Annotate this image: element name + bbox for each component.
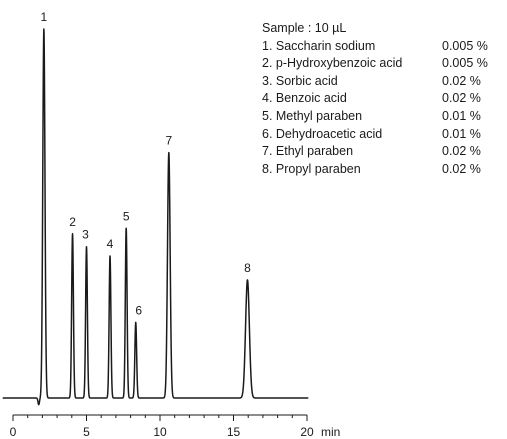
legend-entry-name: 5. Methyl paraben [262, 108, 363, 123]
legend-entry-concentration: 0.005 % [442, 56, 488, 71]
legend-entry-name: 3. Sorbic acid [262, 73, 338, 88]
legend: Sample : 10 µL 1. Saccharin sodium 0.005 … [262, 20, 488, 178]
legend-entry-name: 7. Ethyl paraben [262, 144, 354, 159]
legend-entry: 2. p-Hydroxybenzoic acid 0.005 % [262, 55, 488, 73]
legend-entry-name: 4. Benzoic acid [262, 91, 347, 106]
legend-entry: 8. Propyl paraben 0.02 % [262, 161, 488, 179]
x-tick-label: 20 [300, 425, 314, 439]
x-tick-label: 5 [83, 425, 90, 439]
x-axis-ticks: 0 5 10 15 20 [10, 415, 314, 439]
legend-rows: 1. Saccharin sodium 0.005 % 2. p-Hydroxybe… [262, 38, 488, 179]
legend-entry-concentration: 0.02 % [442, 161, 481, 176]
legend-entry: 5. Methyl paraben 0.01 % [262, 108, 488, 126]
peak-label-5: 5 [123, 209, 130, 223]
peak-label-8: 8 [244, 261, 251, 275]
peak-label-3: 3 [82, 228, 89, 242]
legend-entry: 7. Ethyl paraben 0.02 % [262, 143, 488, 161]
x-axis-unit-label: min [321, 425, 340, 439]
legend-entry-concentration: 0.02 % [442, 73, 481, 88]
sample-label: Sample : 10 µL [262, 21, 347, 35]
peak-label-6: 6 [135, 303, 142, 317]
legend-entry-name: 2. p-Hydroxybenzoic acid [262, 56, 403, 71]
peak-label-4: 4 [107, 237, 114, 251]
legend-entry-concentration: 0.02 % [442, 144, 481, 159]
legend-entry: 3. Sorbic acid 0.02 % [262, 73, 488, 91]
x-tick-label: 0 [10, 425, 17, 439]
legend-entry-name: 8. Propyl paraben [262, 161, 361, 176]
peak-label-7: 7 [165, 134, 172, 148]
legend-entry-concentration: 0.005 % [442, 38, 488, 53]
legend-entry-name: 6. Dehydroacetic acid [262, 126, 383, 141]
legend-entry: 6. Dehydroacetic acid 0.01 % [262, 126, 488, 144]
legend-entry-concentration: 0.01 % [442, 126, 481, 141]
chromatogram-trace [2, 28, 309, 406]
peak-label-2: 2 [69, 215, 76, 229]
legend-entry-concentration: 0.02 % [442, 91, 481, 106]
legend-entry-name: 1. Saccharin sodium [262, 38, 376, 53]
legend-entry: 1. Saccharin sodium 0.005 % [262, 38, 488, 56]
legend-entry: 4. Benzoic acid 0.02 % [262, 90, 488, 108]
peak-label-1: 1 [41, 10, 48, 24]
x-tick-label: 10 [153, 425, 167, 439]
legend-entry-concentration: 0.01 % [442, 108, 481, 123]
x-tick-label: 15 [227, 425, 241, 439]
